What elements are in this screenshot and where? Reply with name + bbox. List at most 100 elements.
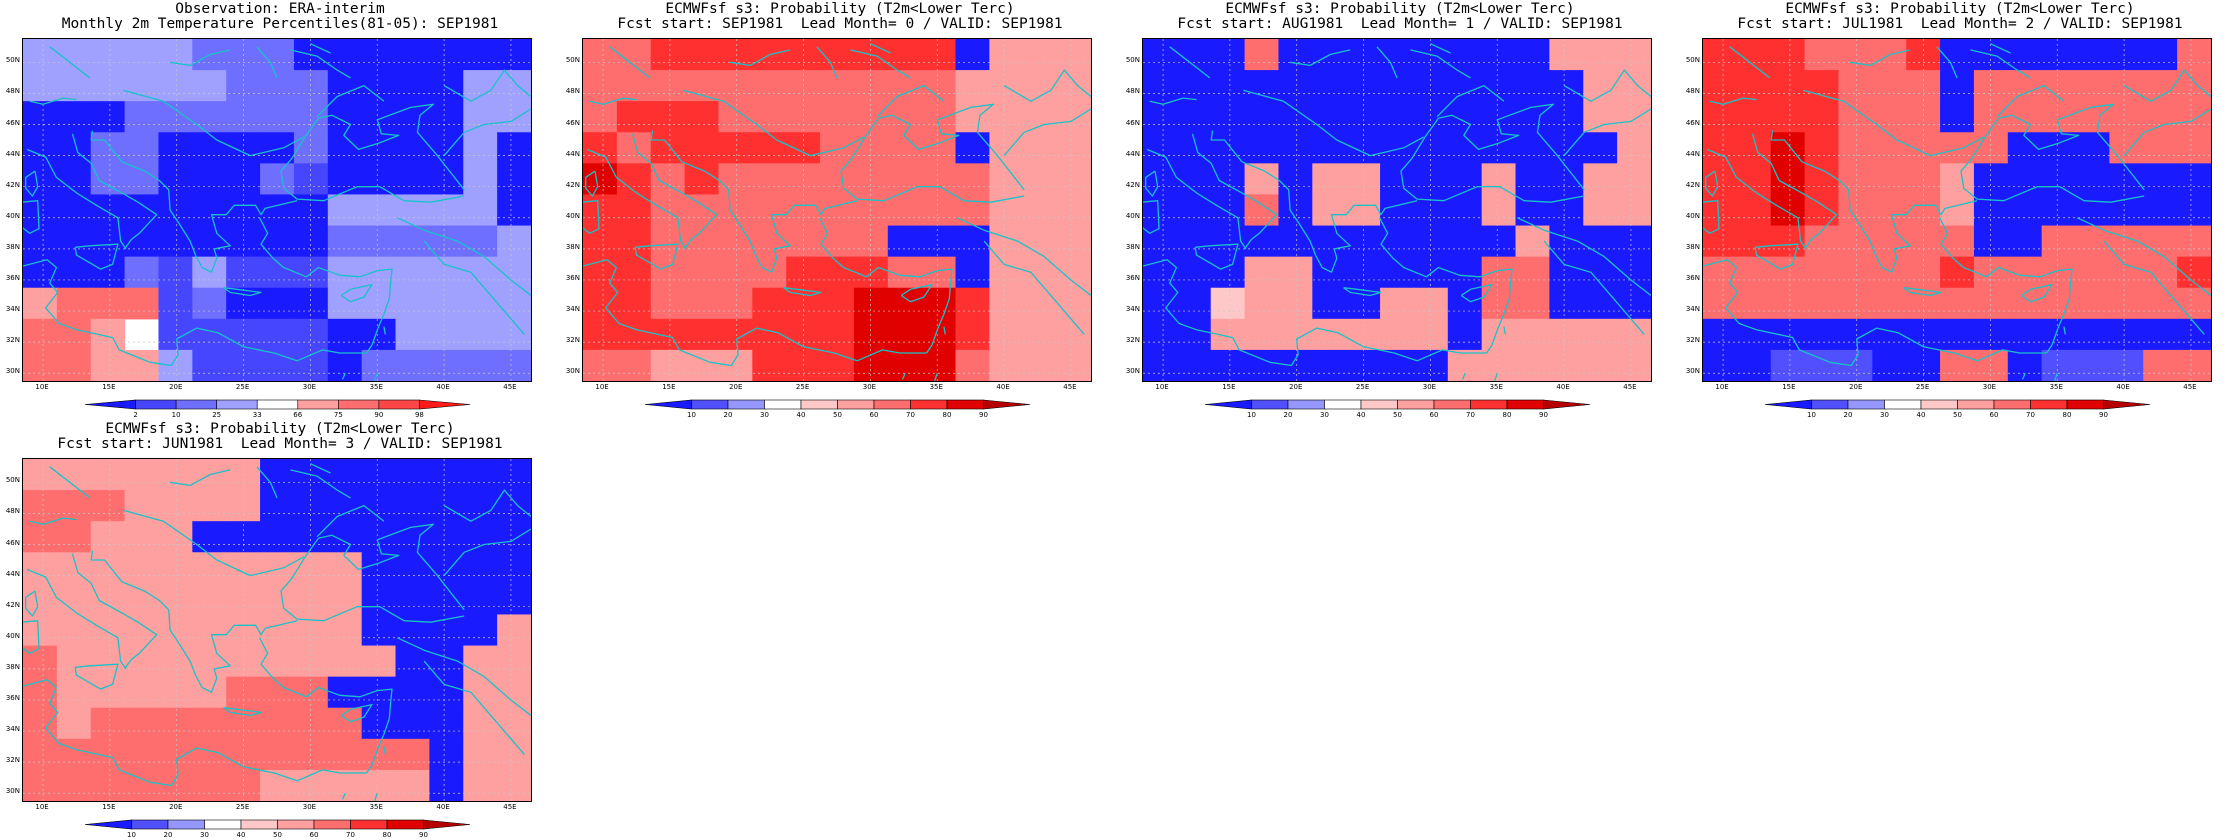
data-cell xyxy=(1023,349,1058,381)
lat-tick-label: 36N xyxy=(565,273,580,282)
data-cell xyxy=(463,163,498,196)
data-cell xyxy=(752,225,787,258)
map-svg xyxy=(23,459,531,801)
colorbar-label: 70 xyxy=(346,831,355,839)
lat-tick-label: 50N xyxy=(565,56,580,65)
map-area xyxy=(22,38,532,382)
data-cell xyxy=(583,101,618,133)
data-cell xyxy=(1617,349,1651,381)
data-cell xyxy=(1973,287,2009,320)
colorbar-swatch xyxy=(131,819,169,830)
data-cell xyxy=(90,287,126,320)
coastline xyxy=(1400,103,1585,200)
lat-tick-label: 34N xyxy=(565,305,580,314)
data-cell xyxy=(2007,349,2043,381)
data-cell xyxy=(497,132,531,164)
coastline xyxy=(1410,49,1471,79)
data-cell xyxy=(1244,318,1280,351)
data-cell xyxy=(1244,132,1280,164)
data-cell xyxy=(260,707,295,740)
data-cell xyxy=(327,349,363,381)
data-cell xyxy=(2007,163,2043,196)
data-cell xyxy=(1278,194,1313,227)
colorbar-swatch xyxy=(313,819,351,830)
data-cell xyxy=(2143,287,2178,320)
data-cell xyxy=(327,459,363,491)
data-cell xyxy=(1583,318,1618,351)
lon-tick-label: 35E xyxy=(2049,383,2063,391)
colorbar-label: 90 xyxy=(979,411,988,419)
coastline xyxy=(373,792,378,801)
colorbar: 2 10 25 33 66 75 90 98 xyxy=(0,398,560,420)
data-cell xyxy=(616,256,652,289)
data-cell xyxy=(2075,318,2110,351)
data-cell xyxy=(1346,256,1381,289)
coastline xyxy=(170,49,231,67)
data-cell xyxy=(2177,194,2211,227)
lon-tick-label: 25E xyxy=(795,383,810,391)
colorbar-swatch xyxy=(423,819,471,830)
coastline xyxy=(1517,217,1651,297)
lon-tick-label: 15E xyxy=(102,803,116,811)
lon-tick-label: 25E xyxy=(235,383,250,391)
colorbar: 10 20 30 40 50 60 70 80 90 xyxy=(1120,398,1680,420)
data-cell xyxy=(158,256,193,289)
coastline xyxy=(1194,243,1239,270)
lat-tick-label: 46N xyxy=(1685,118,1700,127)
data-cell xyxy=(2177,349,2211,381)
data-cell xyxy=(192,132,227,164)
data-cell xyxy=(192,194,227,227)
data-cell xyxy=(1380,194,1415,227)
data-cell xyxy=(1023,225,1058,258)
data-cell xyxy=(2109,132,2144,164)
lon-tick-label: 20E xyxy=(169,383,183,391)
data-cell xyxy=(1940,101,1975,133)
colorbar-label: 70 xyxy=(2026,411,2035,419)
data-cell xyxy=(395,459,430,491)
data-cell xyxy=(887,225,923,258)
data-cell xyxy=(2075,132,2110,164)
data-cell xyxy=(1312,287,1347,320)
colorbar-swatch xyxy=(338,399,380,410)
data-cell xyxy=(1515,39,1550,71)
data-cell xyxy=(650,39,686,71)
lat-tick-label: 44N xyxy=(1685,149,1700,158)
data-cell xyxy=(1583,70,1618,102)
data-cell xyxy=(1176,287,1212,320)
colorbar-label: 2 xyxy=(133,411,138,419)
data-cell xyxy=(684,39,720,71)
data-cell xyxy=(1583,132,1618,164)
data-cell xyxy=(1143,318,1178,351)
data-cell xyxy=(463,39,498,71)
data-cell xyxy=(1940,318,1975,351)
data-cell xyxy=(1583,163,1618,196)
lat-tick-label: 40N xyxy=(5,211,20,220)
data-cell xyxy=(2177,132,2211,164)
lon-tick-label: 20E xyxy=(1849,383,1863,391)
coastline xyxy=(1145,170,1159,197)
colorbar-label: 50 xyxy=(1953,411,1962,419)
colorbar-swatch xyxy=(1811,399,1849,410)
colorbar-label: 90 xyxy=(1539,411,1548,419)
data-cell xyxy=(395,256,430,289)
data-cell xyxy=(1143,39,1178,71)
data-cell xyxy=(853,163,889,196)
lat-tick-label: 46N xyxy=(1125,118,1140,127)
coastline xyxy=(397,217,531,297)
data-cell xyxy=(820,163,855,196)
coastline xyxy=(383,746,386,755)
coastline xyxy=(1751,133,1838,250)
data-cell xyxy=(1736,287,1772,320)
colorbar-label: 90 xyxy=(419,831,428,839)
colorbar: 10 20 30 40 50 60 70 80 90 xyxy=(0,818,560,840)
lon-tick-label: 40E xyxy=(1556,383,1570,391)
lon-tick-label: 40E xyxy=(436,803,450,811)
data-cell xyxy=(1447,163,1483,196)
data-cell xyxy=(1617,101,1651,133)
coastline xyxy=(1960,103,2145,200)
data-cell xyxy=(752,194,787,227)
data-cell xyxy=(921,163,957,196)
coastline xyxy=(1850,49,1911,67)
data-cell xyxy=(1413,132,1449,164)
coastline xyxy=(25,590,39,617)
